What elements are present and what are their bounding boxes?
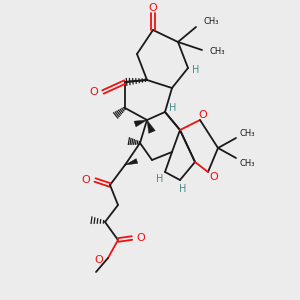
Text: O: O	[90, 87, 98, 97]
Text: O: O	[94, 255, 103, 265]
Text: CH₃: CH₃	[210, 47, 226, 56]
Text: H: H	[169, 103, 177, 113]
Text: H: H	[156, 174, 164, 184]
Text: O: O	[199, 110, 207, 120]
Polygon shape	[125, 159, 138, 165]
Text: O: O	[210, 172, 218, 182]
Text: CH₃: CH₃	[240, 160, 256, 169]
Text: O: O	[136, 233, 146, 243]
Text: CH₃: CH₃	[204, 17, 220, 26]
Polygon shape	[134, 120, 147, 127]
Text: O: O	[148, 3, 158, 13]
Text: H: H	[179, 184, 187, 194]
Text: O: O	[82, 175, 90, 185]
Text: H: H	[192, 65, 200, 75]
Text: CH₃: CH₃	[240, 130, 256, 139]
Polygon shape	[147, 120, 155, 133]
